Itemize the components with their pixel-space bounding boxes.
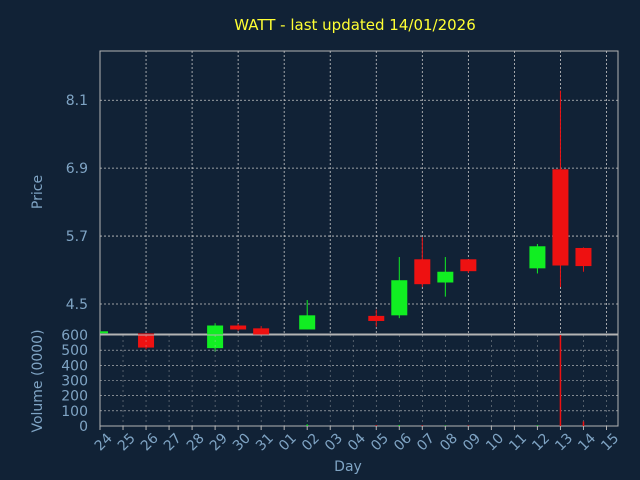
volume-tick-label: 0 xyxy=(79,419,88,435)
x-tick-label: 14 xyxy=(575,430,599,454)
candle-body xyxy=(575,247,592,267)
x-tick-label: 30 xyxy=(230,430,254,454)
x-tick-label: 15 xyxy=(598,430,622,454)
volume-tick-label: 300 xyxy=(61,374,88,390)
chart-title: WATT - last updated 14/01/2026 xyxy=(234,16,476,34)
candle-body xyxy=(460,259,477,272)
volume-bar xyxy=(398,425,401,426)
volume-bar xyxy=(421,425,424,426)
candle-body xyxy=(100,331,108,334)
x-tick-label: 05 xyxy=(368,430,392,454)
x-tick-label: 01 xyxy=(276,430,300,454)
candle-body xyxy=(414,259,431,285)
price-axis-label: Price xyxy=(30,175,46,209)
x-tick-labels: 24 25 26 27 28 29 30 31 01 02 03 04 05 06 07 08 09 10 11 12… xyxy=(92,426,622,454)
volume-tick-label: 200 xyxy=(61,389,88,405)
x-tick-label: 31 xyxy=(253,430,277,454)
x-tick-label: 26 xyxy=(138,430,162,454)
x-tick-label: 11 xyxy=(506,430,530,454)
x-tick-label: 13 xyxy=(552,430,576,454)
x-tick-label: 02 xyxy=(299,430,323,454)
price-tick-label: 8.1 xyxy=(66,93,88,109)
candle-body xyxy=(230,325,247,330)
candle-body xyxy=(552,169,569,266)
volume-bar xyxy=(582,421,585,426)
candle-body xyxy=(368,315,385,321)
volume-bar xyxy=(559,335,562,426)
x-tick-label: 12 xyxy=(529,430,553,454)
volume-axis-label: Volume (0000) xyxy=(30,329,46,432)
day-axis-label: Day xyxy=(334,459,362,475)
price-tick-label: 4.5 xyxy=(66,297,88,313)
x-tick-label: 04 xyxy=(345,430,369,454)
x-tick-label: 07 xyxy=(414,430,438,454)
volume-bar xyxy=(306,424,308,426)
candle-body xyxy=(391,280,408,316)
price-tick-label: 6.9 xyxy=(66,161,88,177)
x-tick-label: 03 xyxy=(322,430,346,454)
x-tick-label: 29 xyxy=(207,430,231,454)
x-tick-label: 10 xyxy=(483,430,507,454)
candle-body xyxy=(437,271,454,283)
x-tick-label: 25 xyxy=(115,430,139,454)
volume-tick-label: 100 xyxy=(61,404,88,420)
x-tick-label: 09 xyxy=(460,430,484,454)
x-tick-label: 27 xyxy=(161,430,185,454)
x-tick-label: 24 xyxy=(92,430,116,454)
volume-bar xyxy=(375,425,378,426)
x-tick-label: 06 xyxy=(391,430,415,454)
x-tick-label: 08 xyxy=(437,430,461,454)
volume-tick-label: 600 xyxy=(61,328,88,344)
candle-body xyxy=(253,328,270,336)
x-tick-label: 28 xyxy=(184,430,208,454)
volume-bar xyxy=(536,425,539,426)
candle-body xyxy=(529,246,546,269)
volume-tick-label: 500 xyxy=(61,343,88,359)
price-frame xyxy=(99,50,619,335)
candle-body xyxy=(299,315,316,330)
price-panel: 4.5 5.7 6.9 8.1 xyxy=(66,50,619,352)
volume-tick-label: 400 xyxy=(61,358,88,374)
price-tick-label: 5.7 xyxy=(66,229,88,245)
